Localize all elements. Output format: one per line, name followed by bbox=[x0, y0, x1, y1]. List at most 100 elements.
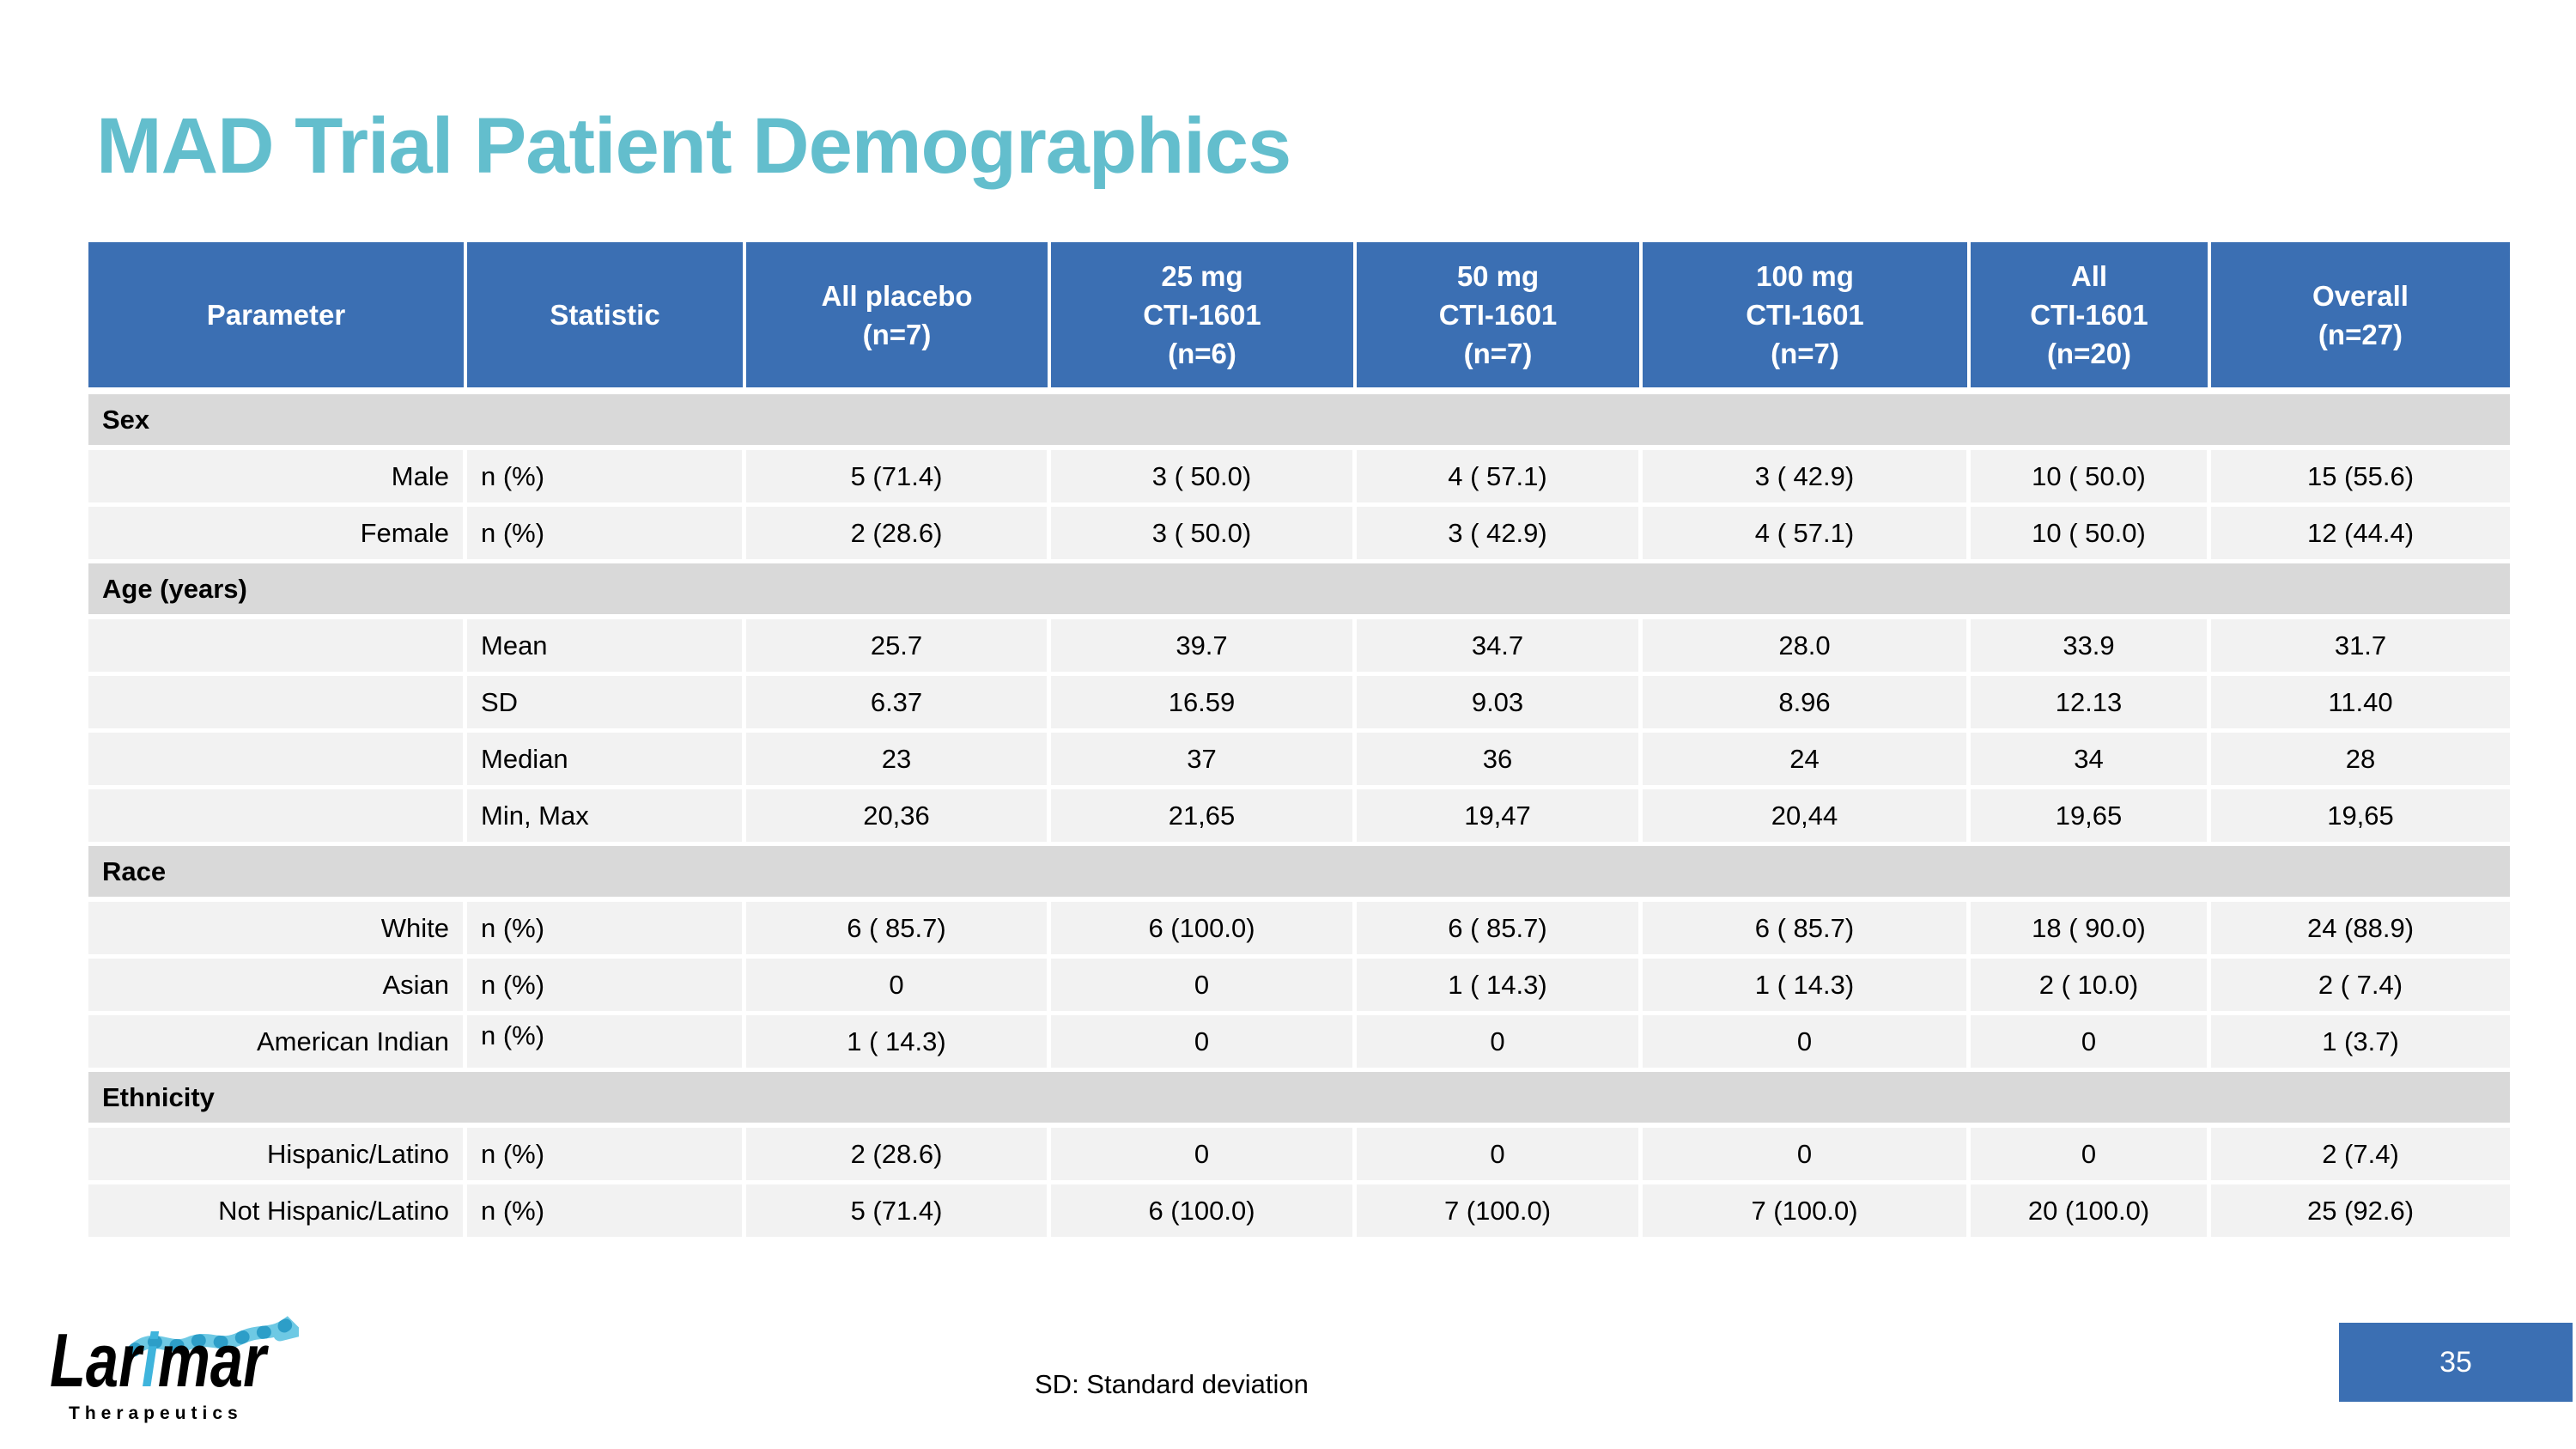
value-cell: 0 bbox=[1971, 1015, 2211, 1068]
value-cell: 33.9 bbox=[1971, 619, 2211, 672]
value-cell: 2 ( 10.0) bbox=[1971, 959, 2211, 1011]
statistic-cell: n (%) bbox=[467, 450, 746, 502]
value-cell: 0 bbox=[1357, 1015, 1643, 1068]
value-cell: 23 bbox=[746, 733, 1051, 785]
demographics-table: Parameter Statistic All placebo (n=7) 25… bbox=[88, 242, 2510, 1241]
value-cell: 20 (100.0) bbox=[1971, 1184, 2211, 1237]
column-header-100mg: 100 mg CTI-1601 (n=7) bbox=[1643, 242, 1971, 387]
column-header-25mg: 25 mg CTI-1601 (n=6) bbox=[1051, 242, 1357, 387]
value-cell: 0 bbox=[1051, 1128, 1357, 1180]
value-cell: 31.7 bbox=[2211, 619, 2510, 672]
value-cell: 4 ( 57.1) bbox=[1643, 507, 1971, 559]
larimar-logo: Larimar Therapeutics bbox=[50, 1316, 359, 1449]
table-header-row: Parameter Statistic All placebo (n=7) 25… bbox=[88, 242, 2510, 387]
value-cell: 19,65 bbox=[1971, 789, 2211, 842]
section-label: Ethnicity bbox=[102, 1081, 215, 1112]
table-row: American Indian n (%) 1 ( 14.3) 0 0 0 0 1 (3.7) bbox=[88, 1015, 2510, 1068]
parameter-cell bbox=[88, 619, 467, 672]
parameter-cell: White bbox=[88, 902, 467, 954]
value-cell: 15 (55.6) bbox=[2211, 450, 2510, 502]
value-cell: 6 (100.0) bbox=[1051, 1184, 1357, 1237]
logo-wordmark: Larimar bbox=[50, 1318, 266, 1403]
value-cell: 36 bbox=[1357, 733, 1643, 785]
value-cell: 3 ( 42.9) bbox=[1357, 507, 1643, 559]
statistic-cell: Min, Max bbox=[467, 789, 746, 842]
logo-blue-i: i bbox=[141, 1318, 158, 1403]
value-cell: 37 bbox=[1051, 733, 1357, 785]
value-cell: 11.40 bbox=[2211, 676, 2510, 728]
statistic-cell: n (%) bbox=[467, 1184, 746, 1237]
column-header-statistic: Statistic bbox=[467, 242, 746, 387]
value-cell: 28.0 bbox=[1643, 619, 1971, 672]
value-cell: 7 (100.0) bbox=[1643, 1184, 1971, 1237]
value-cell: 3 ( 50.0) bbox=[1051, 507, 1357, 559]
value-cell: 0 bbox=[1051, 1015, 1357, 1068]
value-cell: 6 ( 85.7) bbox=[1643, 902, 1971, 954]
value-cell: 6 ( 85.7) bbox=[1357, 902, 1643, 954]
value-cell: 0 bbox=[1357, 1128, 1643, 1180]
value-cell: 24 (88.9) bbox=[2211, 902, 2510, 954]
value-cell: 39.7 bbox=[1051, 619, 1357, 672]
statistic-cell: n (%) bbox=[467, 902, 746, 954]
value-cell: 18 ( 90.0) bbox=[1971, 902, 2211, 954]
parameter-cell bbox=[88, 789, 467, 842]
section-label: Race bbox=[102, 855, 167, 886]
value-cell: 0 bbox=[1051, 959, 1357, 1011]
table-row: Not Hispanic/Latino n (%) 5 (71.4) 6 (100.0… bbox=[88, 1184, 2510, 1237]
statistic-cell: n (%) bbox=[467, 1015, 746, 1068]
table-row: SD 6.37 16.59 9.03 8.96 12.13 11.40 bbox=[88, 676, 2510, 728]
section-header-race: Race bbox=[88, 846, 2510, 897]
value-cell: 2 ( 7.4) bbox=[2211, 959, 2510, 1011]
value-cell: 19,47 bbox=[1357, 789, 1643, 842]
section-header-sex: Sex bbox=[88, 394, 2510, 445]
section-label: Sex bbox=[102, 404, 150, 435]
value-cell: 12 (44.4) bbox=[2211, 507, 2510, 559]
value-cell: 21,65 bbox=[1051, 789, 1357, 842]
value-cell: 3 ( 42.9) bbox=[1643, 450, 1971, 502]
value-cell: 16.59 bbox=[1051, 676, 1357, 728]
parameter-cell: Female bbox=[88, 507, 467, 559]
value-cell: 0 bbox=[1643, 1015, 1971, 1068]
table-body: Sex Male n (%) 5 (71.4) 3 ( 50.0) 4 ( 57.1) 3 … bbox=[88, 394, 2510, 1237]
value-cell: 24 bbox=[1643, 733, 1971, 785]
value-cell: 2 (28.6) bbox=[746, 507, 1051, 559]
parameter-cell: Hispanic/Latino bbox=[88, 1128, 467, 1180]
column-header-all-cti: All CTI-1601 (n=20) bbox=[1971, 242, 2211, 387]
logo-tagline: Therapeutics bbox=[69, 1403, 243, 1423]
statistic-cell: SD bbox=[467, 676, 746, 728]
statistic-cell: n (%) bbox=[467, 959, 746, 1011]
statistic-cell: Mean bbox=[467, 619, 746, 672]
parameter-cell: American Indian bbox=[88, 1015, 467, 1068]
value-cell: 8.96 bbox=[1643, 676, 1971, 728]
protein-helix-icon bbox=[127, 1316, 299, 1357]
parameter-cell bbox=[88, 676, 467, 728]
section-header-age-years: Age (years) bbox=[88, 563, 2510, 614]
parameter-cell bbox=[88, 733, 467, 785]
table-row: Asian n (%) 0 0 1 ( 14.3) 1 ( 14.3) 2 ( 10.0) 2… bbox=[88, 959, 2510, 1011]
value-cell: 28 bbox=[2211, 733, 2510, 785]
section-header-ethnicity: Ethnicity bbox=[88, 1072, 2510, 1123]
page-number-box: 35 bbox=[2339, 1323, 2573, 1402]
statistic-cell: n (%) bbox=[467, 507, 746, 559]
table-row: Hispanic/Latino n (%) 2 (28.6) 0 0 0 0 2 (7.4) bbox=[88, 1128, 2510, 1180]
table-row: Male n (%) 5 (71.4) 3 ( 50.0) 4 ( 57.1) 3 ( 4… bbox=[88, 450, 2510, 502]
page-title: MAD Trial Patient Demographics bbox=[96, 102, 1291, 190]
table-row: Min, Max 20,36 21,65 19,47 20,44 19,65 19,65 bbox=[88, 789, 2510, 842]
value-cell: 25 (92.6) bbox=[2211, 1184, 2510, 1237]
table-row: Female n (%) 2 (28.6) 3 ( 50.0) 3 ( 42.9) 4 (… bbox=[88, 507, 2510, 559]
table-row: Mean 25.7 39.7 34.7 28.0 33.9 31.7 bbox=[88, 619, 2510, 672]
value-cell: 0 bbox=[746, 959, 1051, 1011]
value-cell: 6.37 bbox=[746, 676, 1051, 728]
value-cell: 19,65 bbox=[2211, 789, 2510, 842]
sd-footnote: SD: Standard deviation bbox=[1035, 1369, 1309, 1399]
value-cell: 20,36 bbox=[746, 789, 1051, 842]
value-cell: 2 (7.4) bbox=[2211, 1128, 2510, 1180]
statistic-cell: n (%) bbox=[467, 1128, 746, 1180]
value-cell: 10 ( 50.0) bbox=[1971, 450, 2211, 502]
value-cell: 5 (71.4) bbox=[746, 450, 1051, 502]
value-cell: 2 (28.6) bbox=[746, 1128, 1051, 1180]
column-header-50mg: 50 mg CTI-1601 (n=7) bbox=[1357, 242, 1643, 387]
column-header-parameter: Parameter bbox=[88, 242, 467, 387]
parameter-cell: Asian bbox=[88, 959, 467, 1011]
